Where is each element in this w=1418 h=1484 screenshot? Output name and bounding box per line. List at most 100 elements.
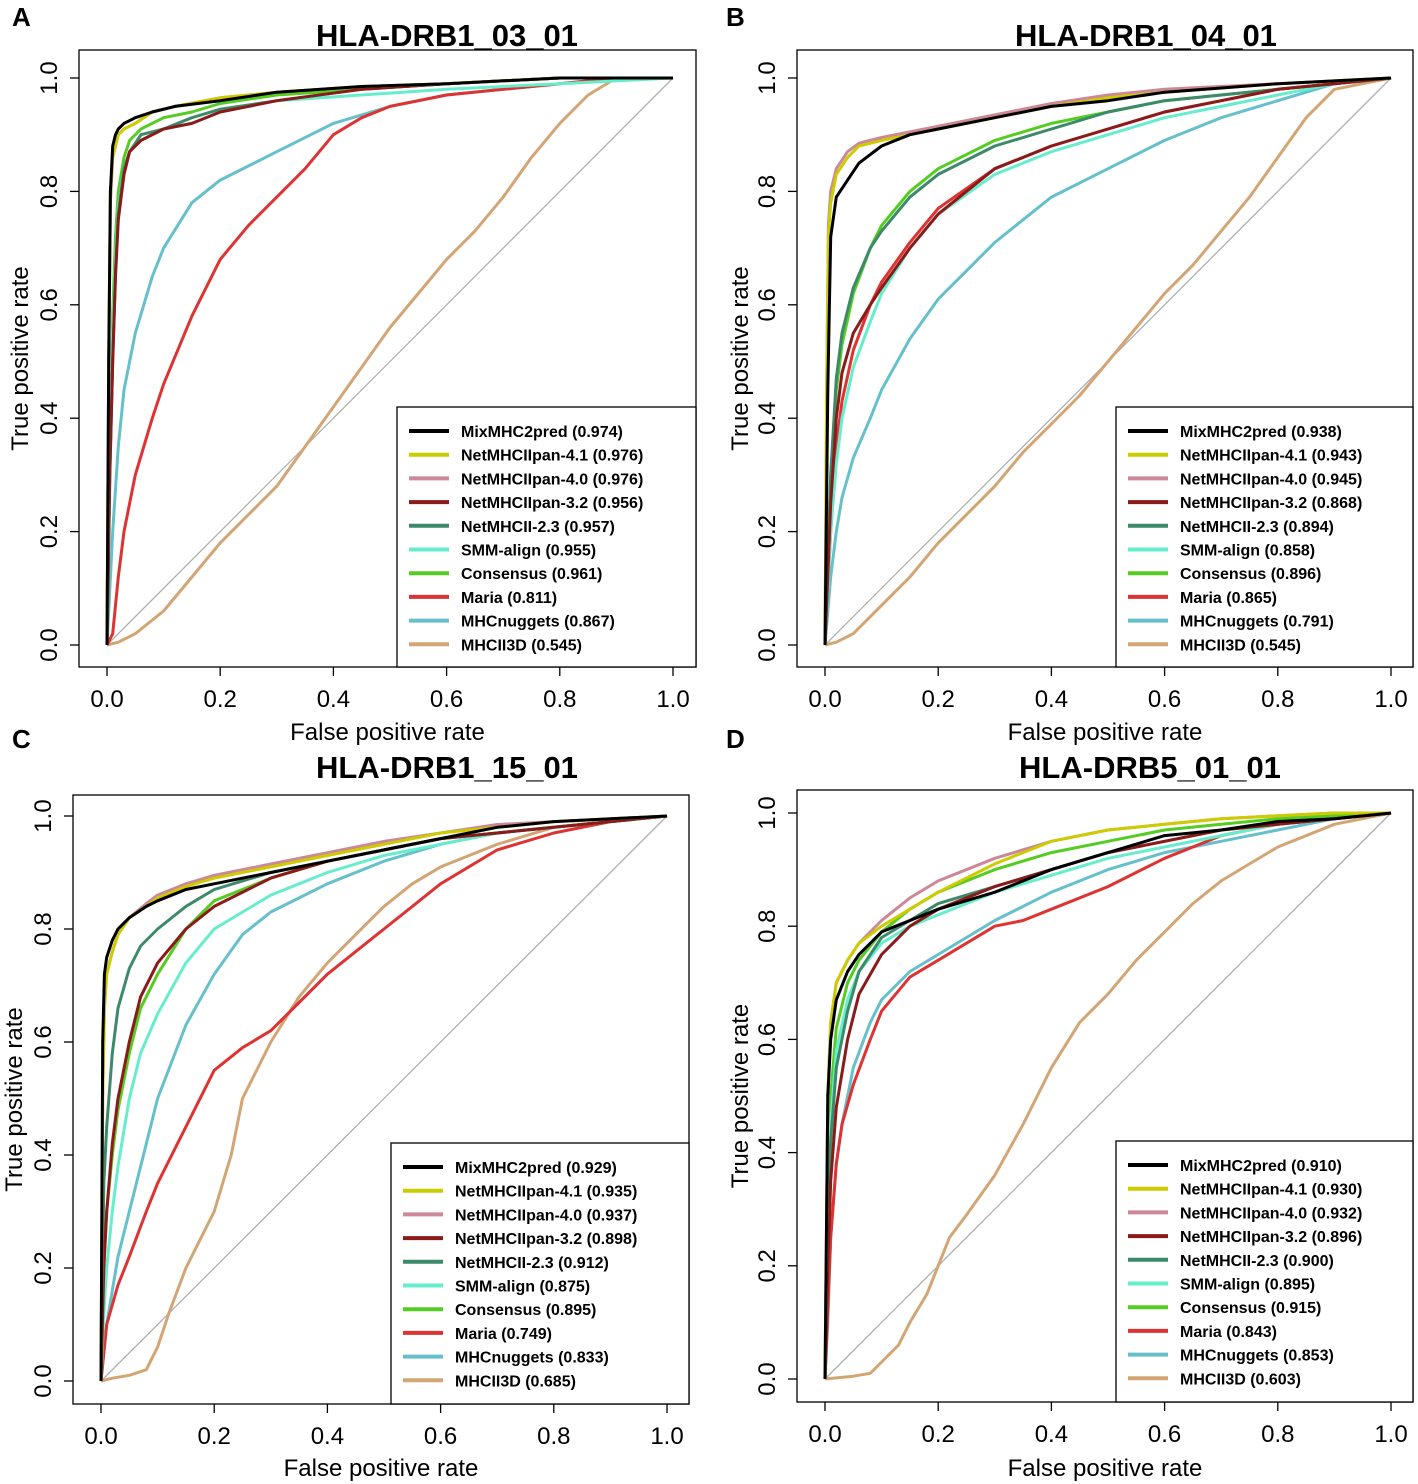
- legend-item: Maria (0.865): [1128, 590, 1277, 607]
- legend-item: NetMHCIIpan-4.1 (0.943): [1128, 448, 1362, 465]
- x-axis: 0.0 0.2 0.4 0.6 0.8 1.0: [90, 667, 690, 713]
- x-tick-label: 0.8: [543, 686, 576, 713]
- legend-label: Maria (0.749): [455, 1326, 552, 1343]
- y-tick-label: 0.8: [754, 175, 781, 208]
- y-axis-label: True positive rate: [727, 1004, 754, 1189]
- legend-item: NetMHCIIpan-4.1 (0.930): [1128, 1182, 1362, 1199]
- roc-curve-netmhciipan-4-1: [99, 814, 668, 1382]
- legend-item: Consensus (0.895): [403, 1302, 596, 1319]
- roc-curve-mixmhc2pred: [823, 811, 1392, 1380]
- legend-item: MHCII3D (0.603): [1128, 1371, 1301, 1388]
- legend-item: NetMHCII-2.3 (0.894): [1128, 519, 1334, 536]
- legend-box: [390, 1142, 690, 1405]
- y-axis: 0.0 0.2 0.4 0.6 0.8 1.0: [754, 61, 797, 662]
- chart-title: HLA-DRB5_01_01: [1019, 750, 1281, 785]
- x-axis-label: False positive rate: [1008, 719, 1203, 746]
- x-tick-label: 0.4: [311, 1423, 344, 1450]
- legend-label: NetMHCIIpan-3.2 (0.898): [455, 1231, 637, 1248]
- legend-item: NetMHCIIpan-3.2 (0.898): [403, 1231, 637, 1248]
- x-tick-label: 0.4: [1035, 686, 1068, 713]
- x-tick-label: 0.0: [84, 1423, 117, 1450]
- legend-item: NetMHCII-2.3 (0.912): [403, 1255, 609, 1272]
- x-tick-label: 0.2: [922, 686, 955, 713]
- legend-item: MHCII3D (0.545): [409, 637, 582, 654]
- panel-letter: C: [12, 724, 31, 754]
- roc-curve-mhcnuggets: [823, 76, 1392, 646]
- plot-frame: [796, 789, 1414, 1403]
- legend-label: MHCII3D (0.545): [461, 637, 582, 654]
- legend: MixMHC2pred (0.910) NetMHCIIpan-4.1 (0.93…: [1115, 1140, 1414, 1403]
- legend-item: Consensus (0.961): [409, 566, 602, 583]
- y-tick-label: 0.0: [30, 1364, 57, 1397]
- legend-label: SMM-align (0.955): [461, 543, 596, 560]
- legend-label: Consensus (0.896): [1180, 566, 1321, 583]
- legend-label: NetMHCIIpan-3.2 (0.956): [461, 495, 643, 512]
- diagonal-reference-line: [100, 815, 668, 1382]
- legend-item: Maria (0.843): [1128, 1324, 1277, 1341]
- legend-label: NetMHCIIpan-4.0 (0.976): [461, 471, 643, 488]
- legend-item: MixMHC2pred (0.974): [409, 424, 623, 441]
- y-tick-label: 0.0: [36, 628, 63, 661]
- legend-item: Consensus (0.915): [1128, 1300, 1321, 1317]
- legend-label: MHCnuggets (0.853): [1180, 1348, 1334, 1365]
- legend-label: NetMHCIIpan-4.1 (0.976): [461, 448, 643, 465]
- legend-item: MHCnuggets (0.853): [1128, 1348, 1334, 1365]
- roc-curve-maria: [105, 76, 673, 646]
- chart-title: HLA-DRB1_04_01: [1015, 18, 1277, 53]
- roc-curve-mixmhc2pred: [105, 76, 673, 646]
- legend-label: MixMHC2pred (0.910): [1180, 1158, 1342, 1175]
- roc-curve-netmhciipan-3-2: [823, 76, 1392, 646]
- legend-item: MHCnuggets (0.791): [1128, 614, 1334, 631]
- legend-box: [396, 406, 697, 668]
- legend-label: MixMHC2pred (0.938): [1180, 424, 1342, 441]
- legend-item: NetMHCIIpan-4.0 (0.937): [403, 1207, 637, 1224]
- x-tick-label: 0.0: [808, 686, 841, 713]
- legend-label: Consensus (0.895): [455, 1302, 596, 1319]
- legend-label: Maria (0.865): [1180, 590, 1277, 607]
- panel-letter: D: [726, 724, 745, 754]
- y-tick-label: 0.4: [754, 402, 781, 435]
- legend-label: MHCII3D (0.603): [1180, 1371, 1301, 1388]
- legend-item: MHCII3D (0.685): [403, 1373, 576, 1390]
- roc-curve-mhcii3d: [100, 814, 668, 1383]
- legend-item: MHCII3D (0.545): [1128, 637, 1301, 654]
- y-axis-label: True positive rate: [727, 266, 754, 451]
- legend-label: SMM-align (0.895): [1180, 1277, 1315, 1294]
- x-axis-label: False positive rate: [284, 1455, 479, 1482]
- roc-curves: [823, 811, 1392, 1381]
- legend-label: Consensus (0.915): [1180, 1300, 1321, 1317]
- y-tick-label: 0.2: [30, 1251, 57, 1284]
- legend-item: NetMHCIIpan-4.0 (0.976): [409, 471, 643, 488]
- roc-curve-mixmhc2pred: [823, 76, 1392, 646]
- y-tick-label: 0.4: [30, 1138, 57, 1171]
- y-tick-label: 0.6: [36, 288, 63, 321]
- y-tick-label: 1.0: [754, 61, 781, 94]
- chart-title: HLA-DRB1_03_01: [316, 18, 578, 53]
- x-axis-label: False positive rate: [1008, 1455, 1203, 1482]
- diagonal-reference-line: [824, 812, 1392, 1380]
- legend-label: NetMHCIIpan-4.0 (0.932): [1180, 1205, 1362, 1222]
- panel-letter: B: [726, 2, 745, 32]
- y-tick-label: 0.0: [754, 1362, 781, 1395]
- legend-label: MixMHC2pred (0.929): [455, 1160, 617, 1177]
- y-axis: 0.0 0.2 0.4 0.6 0.8 1.0: [30, 799, 73, 1398]
- legend-item: NetMHCIIpan-3.2 (0.896): [1128, 1229, 1362, 1246]
- plot-frame: [72, 794, 690, 1405]
- y-axis-label: True positive rate: [1, 1007, 28, 1192]
- legend-label: MHCII3D (0.685): [455, 1373, 576, 1390]
- y-tick-label: 1.0: [36, 61, 63, 94]
- legend-item: Consensus (0.896): [1128, 566, 1321, 583]
- x-tick-label: 0.2: [198, 1423, 231, 1450]
- legend-label: NetMHCIIpan-4.1 (0.943): [1180, 448, 1362, 465]
- y-tick-label: 0.2: [754, 1249, 781, 1282]
- x-tick-label: 1.0: [1374, 686, 1407, 713]
- legend-item: MixMHC2pred (0.938): [1128, 424, 1342, 441]
- y-tick-label: 0.8: [30, 912, 57, 945]
- plot-frame: [78, 49, 697, 668]
- panel-letter: A: [12, 2, 31, 32]
- y-axis-label: True positive rate: [7, 266, 34, 451]
- roc-curve-netmhciipan-3-2: [99, 814, 668, 1382]
- x-tick-label: 0.4: [1035, 1421, 1068, 1448]
